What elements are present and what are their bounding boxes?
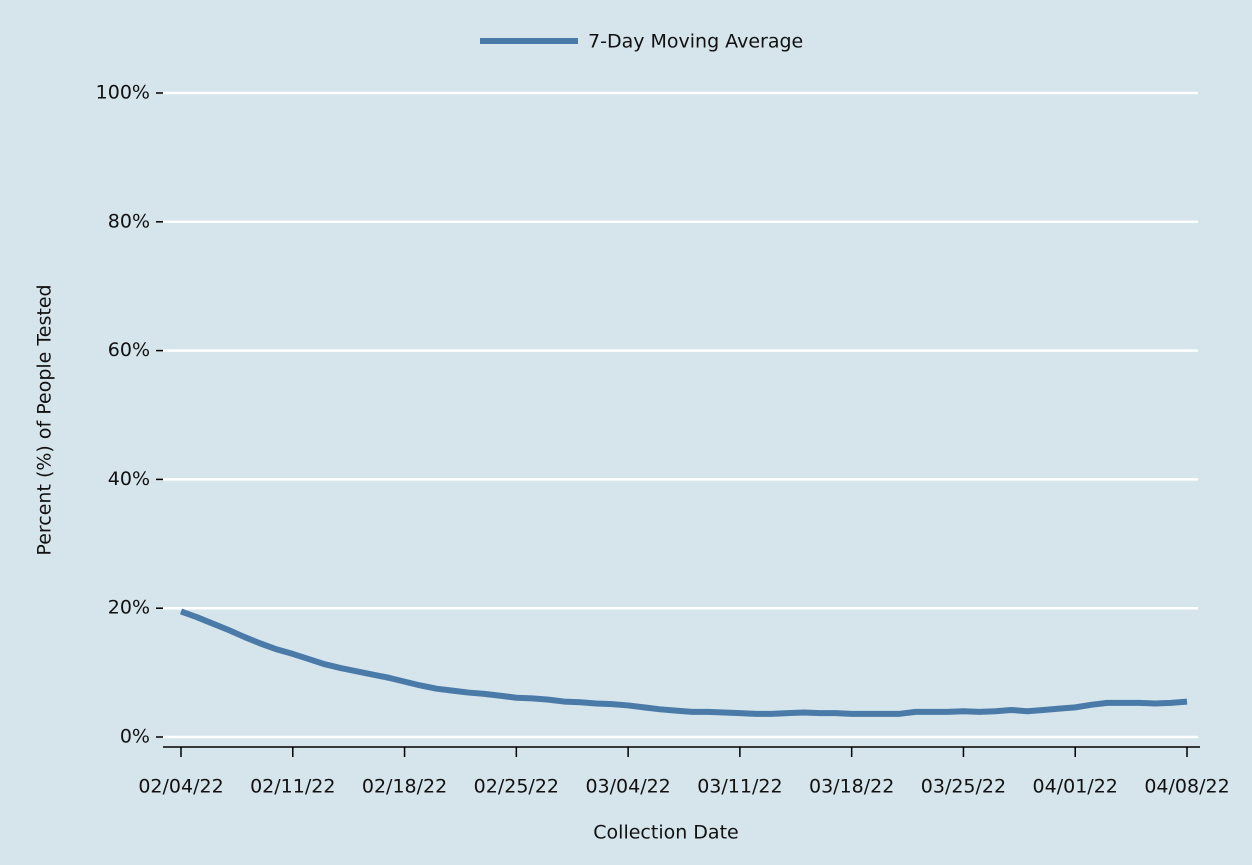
y-axis-label: Percent (%) of People Tested bbox=[34, 284, 56, 555]
legend-label: 7-Day Moving Average bbox=[588, 31, 803, 53]
x-tick-label: 02/04/22 bbox=[138, 776, 223, 798]
y-tick-label: 20% bbox=[108, 597, 150, 619]
y-tick-label: 0% bbox=[120, 726, 150, 748]
x-tick-label: 03/18/22 bbox=[809, 776, 894, 798]
x-tick-label: 02/25/22 bbox=[474, 776, 559, 798]
x-axis-label: Collection Date bbox=[593, 822, 738, 844]
x-tick-label: 03/04/22 bbox=[585, 776, 670, 798]
data-line bbox=[179, 608, 1188, 717]
y-tick-label: 60% bbox=[108, 339, 150, 361]
x-tick-label: 03/25/22 bbox=[921, 776, 1006, 798]
x-tick-label: 04/08/22 bbox=[1144, 776, 1229, 798]
x-tick-label: 02/18/22 bbox=[362, 776, 447, 798]
y-tick-label: 80% bbox=[108, 210, 150, 232]
x-tick-label: 03/11/22 bbox=[697, 776, 782, 798]
x-tick-label: 02/11/22 bbox=[250, 776, 335, 798]
y-tick-label: 100% bbox=[96, 82, 150, 104]
y-tick-label: 40% bbox=[108, 468, 150, 490]
x-tick-label: 04/01/22 bbox=[1033, 776, 1118, 798]
